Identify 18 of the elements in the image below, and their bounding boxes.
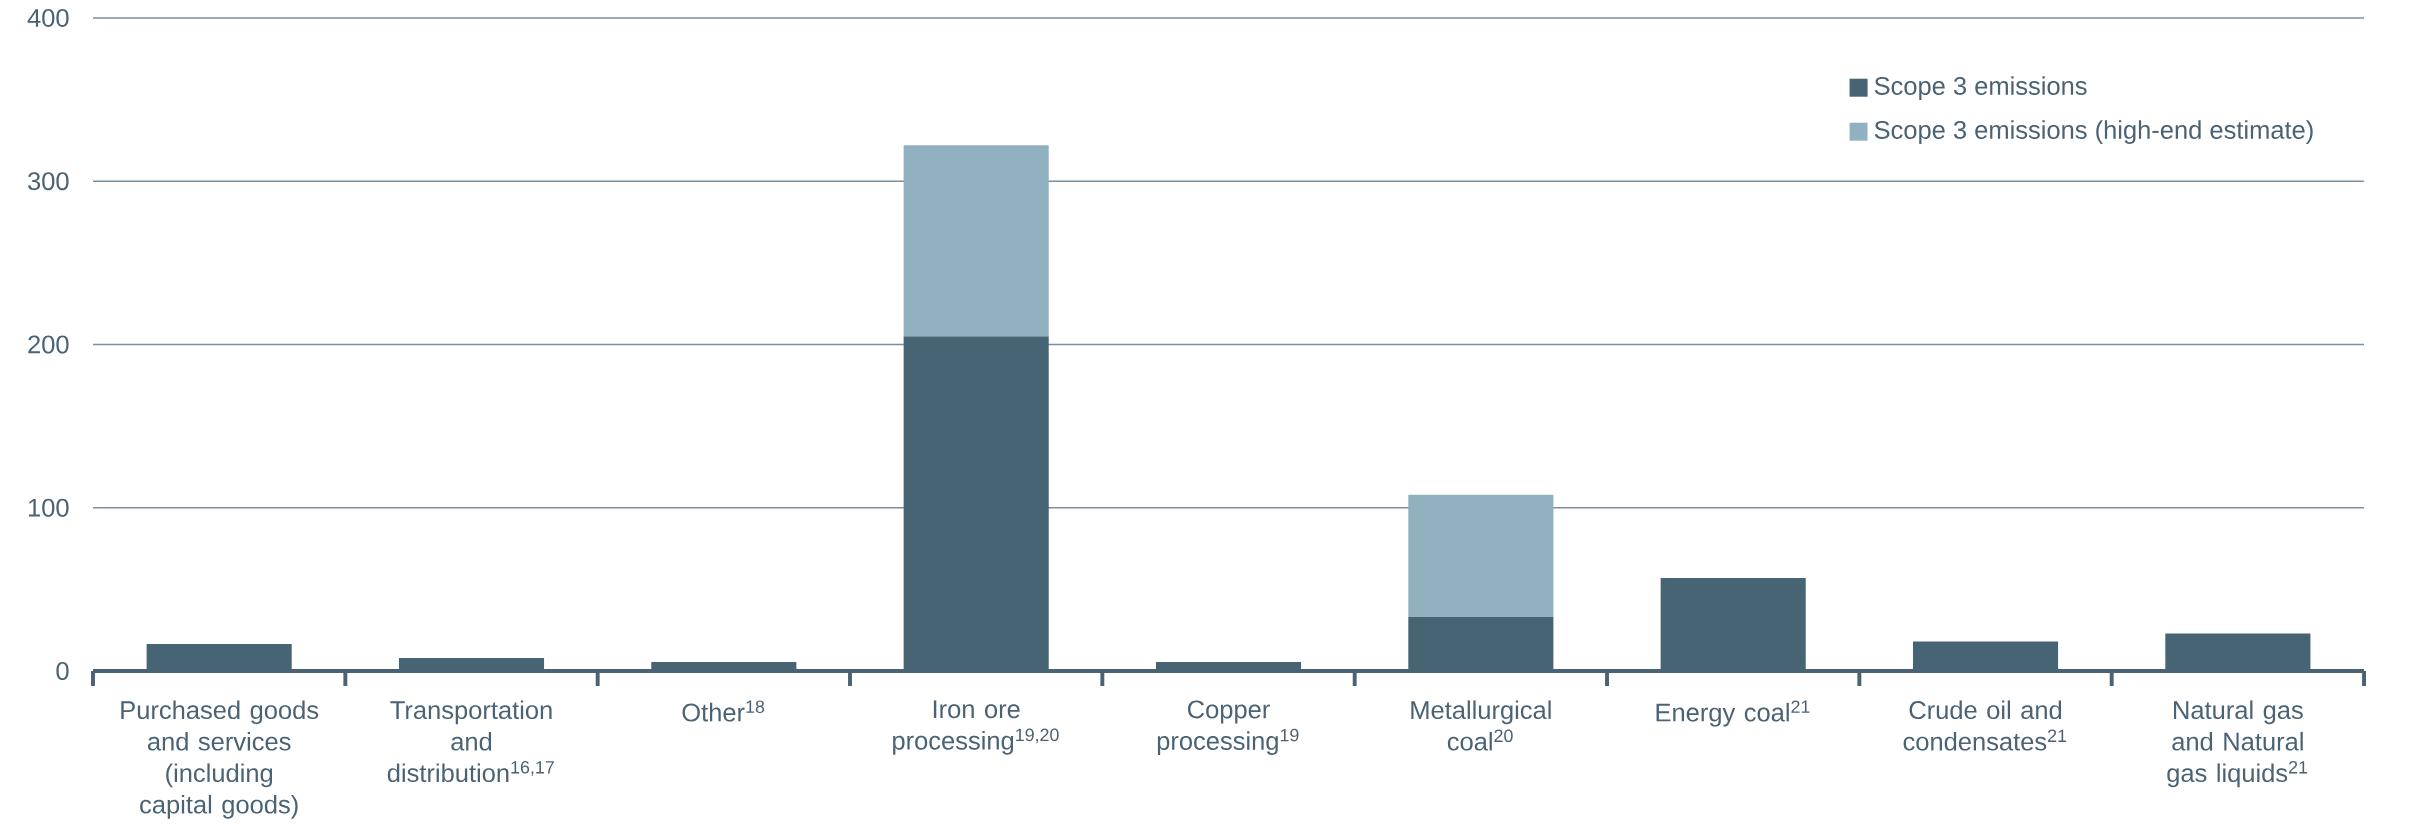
x-tick-label: Metallurgical coal$^{20}$ bbox=[1411, 700, 1551, 751]
y-tick-label: 400 bbox=[27, 8, 69, 27]
x-tick-label: Copper processing$^{19}$ bbox=[1157, 700, 1299, 755]
legend-label: Scope 3 emissions (high-end estimate) bbox=[1874, 120, 2313, 144]
x-tick-label: Iron ore processing$^{19,20}$ bbox=[893, 700, 1059, 755]
x-tick-label: Energy coal$^{21}$ bbox=[1656, 700, 1810, 727]
bar bbox=[1408, 494, 1554, 618]
legend-label: Scope 3 emissions bbox=[1874, 76, 2087, 100]
y-tick-label: 0 bbox=[56, 661, 69, 681]
y-tick-label: 300 bbox=[28, 172, 69, 191]
bar bbox=[903, 145, 1049, 337]
y-tick-label: 200 bbox=[28, 335, 69, 354]
x-tick-label: Transportation and distribution$^{16,17}$ bbox=[387, 700, 554, 783]
x-tick-label: Other$^{18}$ bbox=[682, 700, 765, 722]
x-tick-label: Purchased goods and services (including capital goods) bbox=[121, 700, 319, 819]
y-tick-label: 100 bbox=[28, 498, 69, 517]
x-tick-label: Natural gas and Natural gas liquids$^{21}$ bbox=[2167, 700, 2308, 788]
x-tick-label: Crude oil and condensates$^{21}$ bbox=[1903, 700, 2067, 751]
